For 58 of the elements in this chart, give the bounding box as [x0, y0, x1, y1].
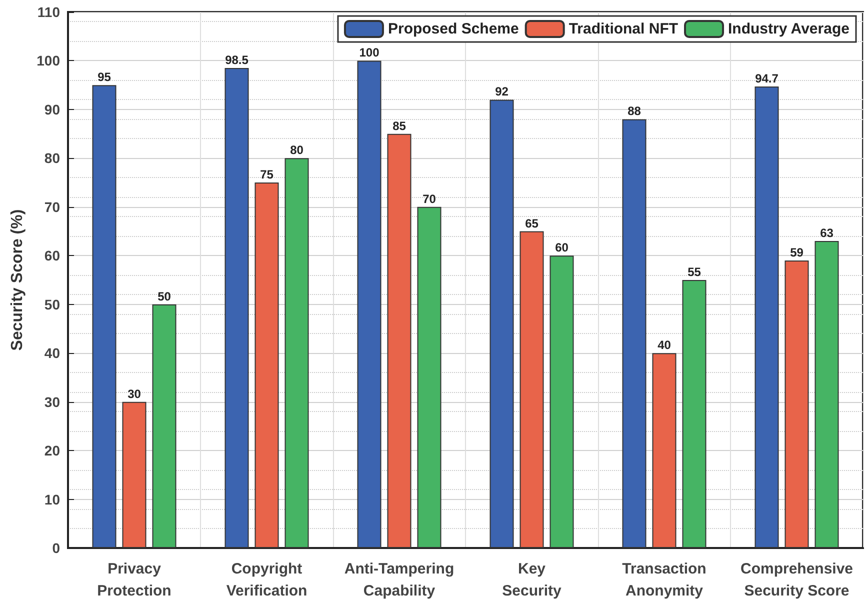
x-tick-label: Privacy Protection — [97, 560, 172, 600]
bar — [357, 60, 382, 548]
bar — [152, 304, 176, 548]
x-tick-label: Anti-Tampering Capability — [344, 560, 454, 600]
bar — [754, 86, 779, 548]
bar — [652, 353, 676, 548]
x-tick-label: Transaction Anonymity — [622, 560, 706, 600]
x-tick-label: Comprehensive Security Score — [740, 560, 854, 600]
bar — [224, 68, 249, 548]
data-label: 70 — [422, 192, 436, 206]
data-label: 75 — [260, 168, 274, 182]
y-tick-label: 110 — [37, 4, 60, 20]
y-tick-label: 60 — [44, 248, 60, 264]
bar — [122, 402, 146, 548]
y-tick-label: 30 — [44, 394, 60, 410]
data-label: 98.5 — [225, 53, 249, 68]
data-label: 80 — [290, 143, 304, 158]
data-label: 100 — [359, 46, 380, 60]
y-axis-title: Security Score (%) — [9, 209, 26, 351]
data-label: 95 — [98, 70, 112, 84]
bar — [814, 241, 839, 548]
y-tick-label: 70 — [44, 198, 60, 215]
data-label: 40 — [658, 338, 672, 352]
bar — [284, 158, 309, 548]
bar — [254, 182, 279, 548]
data-label: 30 — [128, 386, 142, 401]
x-tick-label: Key Security — [502, 560, 562, 600]
bar — [417, 206, 442, 548]
legend-label: Traditional NFT — [568, 20, 678, 38]
bar — [784, 260, 809, 548]
bar — [92, 85, 116, 548]
y-tick-label: 20 — [44, 442, 60, 459]
bar — [550, 256, 574, 548]
y-tick-label: 50 — [44, 296, 60, 312]
legend-label: Proposed Scheme — [388, 20, 519, 38]
y-tick-label: 40 — [44, 345, 60, 362]
data-label: 63 — [820, 226, 834, 240]
data-label: 65 — [525, 216, 539, 230]
data-label: 55 — [688, 265, 702, 279]
bar — [387, 134, 412, 548]
data-label: 85 — [392, 118, 406, 133]
data-label: 88 — [628, 104, 642, 118]
y-tick-label: 10 — [44, 491, 60, 508]
y-tick-label: 80 — [44, 150, 60, 166]
data-label: 92 — [495, 84, 509, 99]
data-label: 94.7 — [755, 72, 779, 86]
y-tick-label: 90 — [44, 101, 60, 118]
bar — [622, 119, 646, 548]
data-label: 50 — [158, 289, 172, 304]
data-label: 59 — [790, 246, 804, 260]
bar — [682, 280, 706, 548]
y-tick-label: 100 — [36, 52, 60, 69]
bar — [520, 231, 544, 548]
y-tick-label: 0 — [52, 540, 60, 556]
legend-label: Industry Average — [728, 20, 850, 38]
x-tick-label: Copyright Verification — [226, 560, 308, 600]
bar — [490, 100, 514, 548]
data-label: 60 — [555, 240, 569, 255]
